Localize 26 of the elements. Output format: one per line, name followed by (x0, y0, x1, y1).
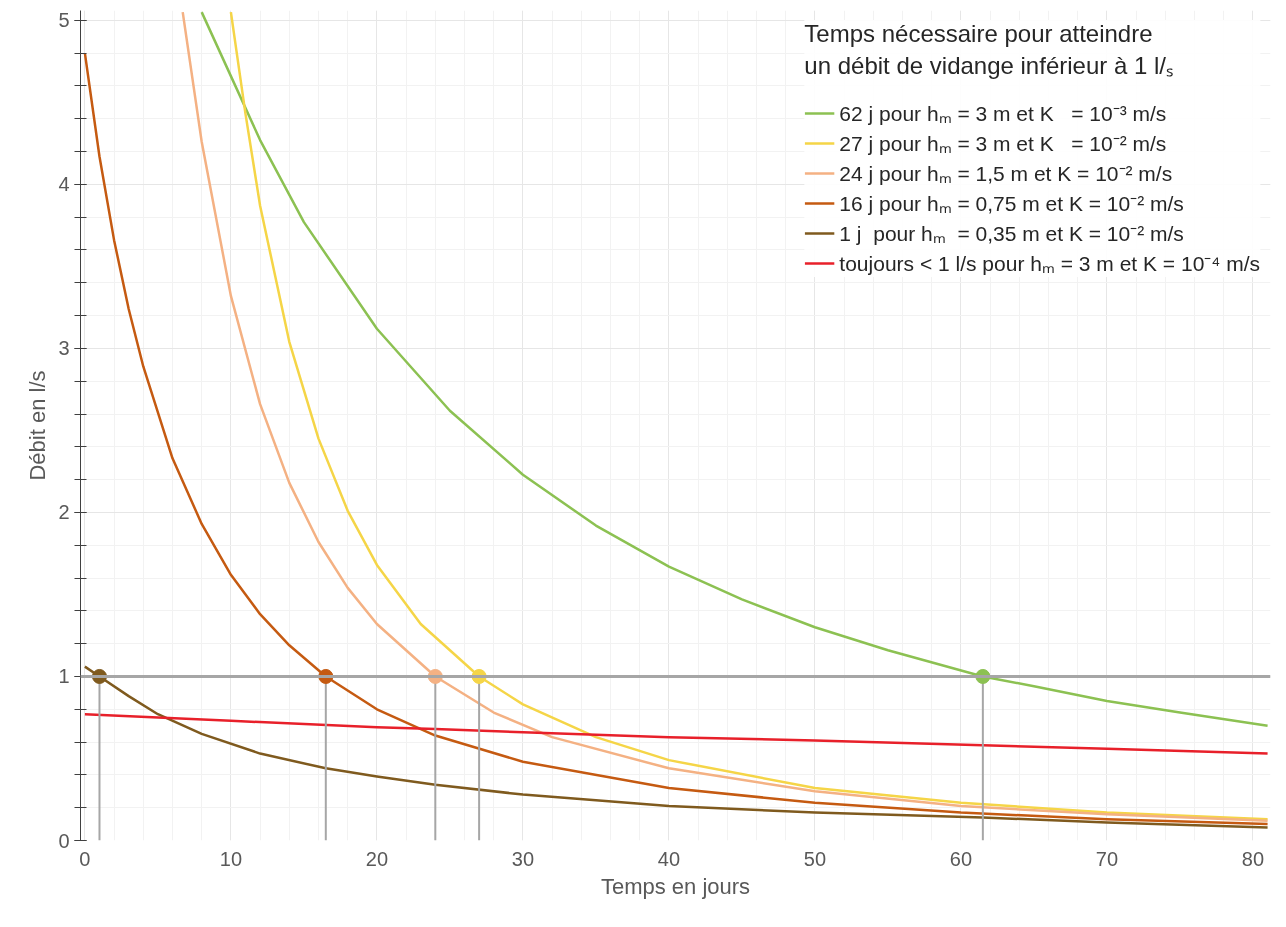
legend-label: 16 j pour hₘ = 0,75 m et K = 10⁻² m/s (839, 191, 1184, 217)
x-tick-label: 20 (365, 847, 389, 870)
y-tick-label: 1 (58, 665, 70, 688)
x-axis-title: Temps en jours (600, 873, 751, 899)
y-tick-label: 3 (58, 337, 70, 360)
x-tick-label: 50 (803, 847, 827, 870)
x-tick-label: 30 (511, 847, 535, 870)
x-tick-label: 80 (1241, 847, 1265, 870)
legend-label: 27 j pour hₘ = 3 m et K = 10⁻² m/s (839, 131, 1167, 157)
legend-title: Temps nécessaire pour atteindre un débit de vidange inférieur à 1 l/ₛ (804, 20, 1174, 81)
y-tick-label: 2 (58, 501, 70, 524)
y-axis-title: Débit en l/s (25, 370, 51, 481)
x-tick-label: 40 (657, 847, 681, 870)
y-tick-label: 0 (58, 829, 70, 852)
legend-label: 62 j pour hₘ = 3 m et K = 10⁻³ m/s (839, 101, 1167, 127)
x-tick-label: 0 (79, 847, 91, 870)
legend-label: toujours < 1 l/s pour hₘ = 3 m et K = 10⁻⁴ m/s (839, 251, 1260, 277)
line-series (83, 665, 1269, 829)
legend-label: 1 j pour hₘ = 0,35 m et K = 10⁻² m/s (839, 221, 1184, 247)
y-tick-label: 4 (58, 173, 70, 196)
y-tick-label: 5 (58, 9, 70, 32)
legend-label: 24 j pour hₘ = 1,5 m et K = 10⁻² m/s (839, 161, 1173, 187)
x-tick-label: 60 (949, 847, 973, 870)
x-tick-label: 70 (1095, 847, 1119, 870)
line-series (83, 712, 1269, 755)
x-tick-label: 10 (219, 847, 243, 870)
